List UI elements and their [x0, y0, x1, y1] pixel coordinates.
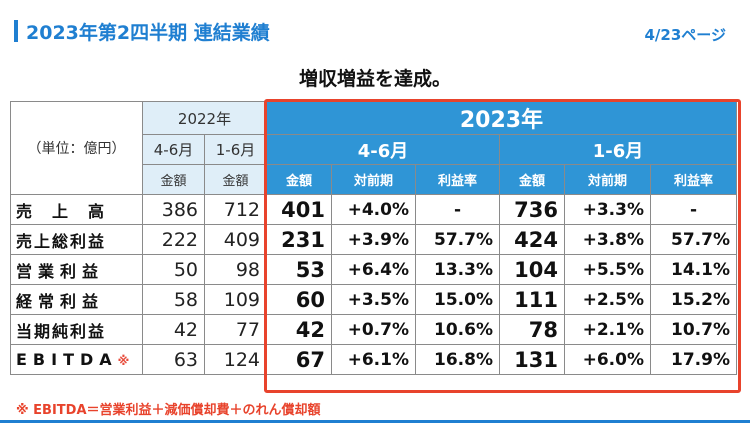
cell-2023-q-yoy: +3.5%	[331, 284, 416, 315]
cell-2023-h-margin: -	[650, 194, 737, 225]
bottom-divider	[0, 420, 750, 423]
year-2023-header: 2023年	[266, 101, 737, 135]
cell-2023-h-amount: 78	[499, 314, 565, 345]
col-amount-header: 金額	[142, 164, 205, 195]
cell-2022-q: 222	[142, 224, 205, 255]
cell-2023-q-margin: 10.6%	[415, 314, 500, 345]
cell-2022-q: 63	[142, 344, 205, 375]
period-2023-h-header: 1-6月	[499, 134, 737, 165]
col-amount-header: 金額	[204, 164, 267, 195]
table-row: 経常利益 58 109 60 +3.5% 15.0% 111 +2.5% 15.…	[10, 284, 737, 315]
cell-2023-h-yoy: +2.5%	[564, 284, 651, 315]
footnote: ※ EBITDA＝営業利益＋減価償却費＋のれん償却額	[16, 403, 321, 418]
cell-2023-q-yoy: +6.1%	[331, 344, 416, 375]
table-row: EBITDA※ 63 124 67 +6.1% 16.8% 131 +6.0% …	[10, 344, 737, 375]
cell-2023-h-amount: 111	[499, 284, 565, 315]
cell-2023-q-amount: 231	[266, 224, 332, 255]
cell-2023-h-margin: 17.9%	[650, 344, 737, 375]
page-title: 2023年第2四半期 連結業績	[26, 22, 270, 44]
cell-2023-h-amount: 736	[499, 194, 565, 225]
table-row: 当期純利益 42 77 42 +0.7% 10.6% 78 +2.1% 10.7…	[10, 314, 737, 345]
col-yoy-header: 対前期	[564, 164, 651, 195]
cell-2023-h-yoy: +2.1%	[564, 314, 651, 345]
cell-2023-h-amount: 131	[499, 344, 565, 375]
row-label: 営業利益	[10, 254, 143, 285]
cell-2023-q-amount: 67	[266, 344, 332, 375]
cell-2022-h: 124	[204, 344, 267, 375]
cell-2023-q-amount: 42	[266, 314, 332, 345]
cell-2023-h-amount: 424	[499, 224, 565, 255]
cell-2023-h-yoy: +3.3%	[564, 194, 651, 225]
cell-2022-q: 386	[142, 194, 205, 225]
row-label: 経常利益	[10, 284, 143, 315]
cell-2023-q-margin: 13.3%	[415, 254, 500, 285]
cell-2023-q-amount: 401	[266, 194, 332, 225]
col-margin-header: 利益率	[415, 164, 500, 195]
cell-2023-q-margin: 15.0%	[415, 284, 500, 315]
cell-2022-q: 58	[142, 284, 205, 315]
table-row: 売 上 高 386 712 401 +4.0% - 736 +3.3% -	[10, 194, 737, 225]
year-2022-header: 2022年	[142, 101, 267, 135]
col-amount-header: 金額	[499, 164, 565, 195]
cell-2023-h-margin: 15.2%	[650, 284, 737, 315]
cell-2023-q-margin: 57.7%	[415, 224, 500, 255]
col-yoy-header: 対前期	[331, 164, 416, 195]
row-label: 当期純利益	[10, 314, 143, 345]
cell-2022-q: 42	[142, 314, 205, 345]
cell-2023-h-margin: 10.7%	[650, 314, 737, 345]
cell-2023-q-yoy: +0.7%	[331, 314, 416, 345]
cell-2023-q-yoy: +6.4%	[331, 254, 416, 285]
cell-2023-q-margin: -	[415, 194, 500, 225]
col-amount-header: 金額	[266, 164, 332, 195]
cell-2022-h: 98	[204, 254, 267, 285]
cell-2022-h: 409	[204, 224, 267, 255]
period-2022-q-header: 4-6月	[142, 134, 205, 165]
cell-2023-q-amount: 60	[266, 284, 332, 315]
results-table: （単位：億円） 2022年 2023年 4-6月 1-6月 4-6月 1-6月 …	[10, 101, 737, 375]
footnote-mark: ※	[117, 354, 130, 368]
page-number: 4/23ページ	[644, 26, 727, 44]
cell-2023-h-yoy: +5.5%	[564, 254, 651, 285]
cell-2022-h: 712	[204, 194, 267, 225]
period-2023-q-header: 4-6月	[266, 134, 500, 165]
row-label: 売 上 高	[10, 194, 143, 225]
title-accent-bar	[14, 20, 18, 42]
cell-2023-h-yoy: +3.8%	[564, 224, 651, 255]
cell-2023-q-yoy: +3.9%	[331, 224, 416, 255]
row-label-ebitda: EBITDA※	[10, 344, 143, 375]
cell-2023-h-margin: 14.1%	[650, 254, 737, 285]
cell-2022-h: 77	[204, 314, 267, 345]
col-margin-header: 利益率	[650, 164, 737, 195]
cell-2023-q-margin: 16.8%	[415, 344, 500, 375]
cell-2023-h-amount: 104	[499, 254, 565, 285]
table-row: 売上総利益 222 409 231 +3.9% 57.7% 424 +3.8% …	[10, 224, 737, 255]
row-label: 売上総利益	[10, 224, 143, 255]
headline: 増収増益を達成。	[298, 68, 451, 90]
period-2022-h-header: 1-6月	[204, 134, 267, 165]
cell-2023-q-amount: 53	[266, 254, 332, 285]
cell-2023-h-yoy: +6.0%	[564, 344, 651, 375]
cell-2022-q: 50	[142, 254, 205, 285]
row-label-text: EBITDA	[16, 350, 118, 369]
cell-2022-h: 109	[204, 284, 267, 315]
table-row: 営業利益 50 98 53 +6.4% 13.3% 104 +5.5% 14.1…	[10, 254, 737, 285]
unit-label: （単位：億円）	[10, 101, 143, 195]
cell-2023-q-yoy: +4.0%	[331, 194, 416, 225]
cell-2023-h-margin: 57.7%	[650, 224, 737, 255]
